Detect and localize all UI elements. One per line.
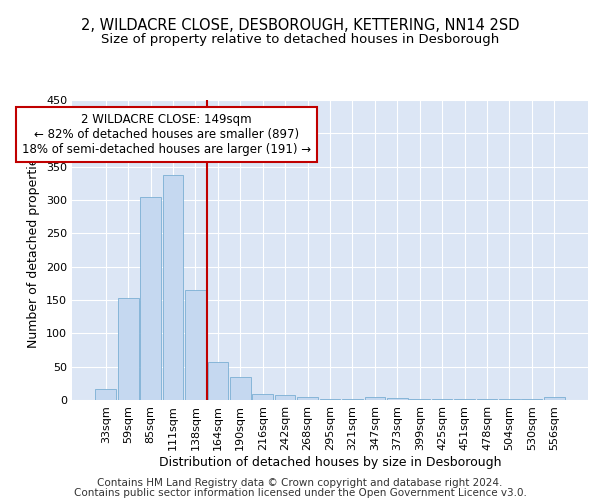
Text: Size of property relative to detached houses in Desborough: Size of property relative to detached ho… bbox=[101, 32, 499, 46]
Bar bbox=[208, 362, 228, 400]
Bar bbox=[95, 388, 116, 400]
Bar bbox=[140, 196, 161, 400]
Text: 2 WILDACRE CLOSE: 149sqm
← 82% of detached houses are smaller (897)
18% of semi-: 2 WILDACRE CLOSE: 149sqm ← 82% of detach… bbox=[22, 114, 311, 156]
Y-axis label: Number of detached properties: Number of detached properties bbox=[28, 152, 40, 348]
Text: 2, WILDACRE CLOSE, DESBOROUGH, KETTERING, NN14 2SD: 2, WILDACRE CLOSE, DESBOROUGH, KETTERING… bbox=[81, 18, 519, 32]
Bar bbox=[320, 398, 340, 400]
Bar bbox=[118, 298, 139, 400]
Text: Contains public sector information licensed under the Open Government Licence v3: Contains public sector information licen… bbox=[74, 488, 526, 498]
Bar bbox=[253, 394, 273, 400]
Bar bbox=[163, 174, 184, 400]
Bar bbox=[387, 398, 407, 400]
Bar bbox=[544, 396, 565, 400]
X-axis label: Distribution of detached houses by size in Desborough: Distribution of detached houses by size … bbox=[159, 456, 501, 468]
Bar bbox=[275, 396, 295, 400]
Text: Contains HM Land Registry data © Crown copyright and database right 2024.: Contains HM Land Registry data © Crown c… bbox=[97, 478, 503, 488]
Bar bbox=[365, 396, 385, 400]
Bar bbox=[297, 396, 318, 400]
Bar bbox=[185, 290, 206, 400]
Bar bbox=[230, 376, 251, 400]
